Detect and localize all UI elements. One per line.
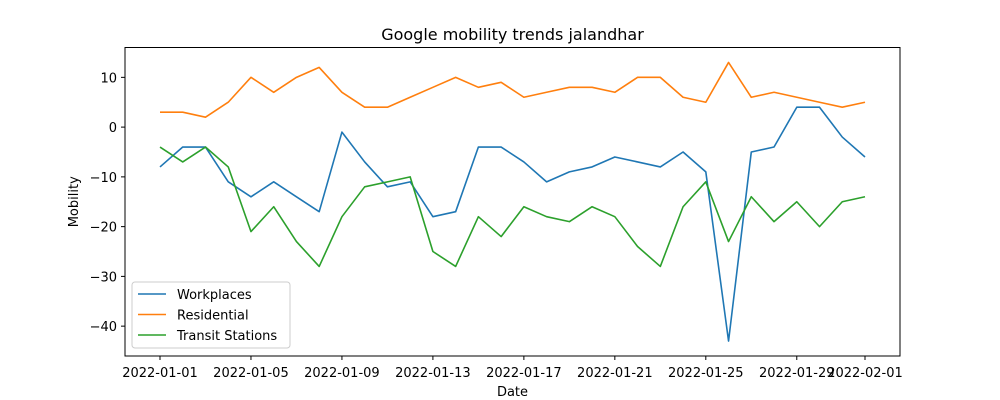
x-tick-label: 2022-01-01 [122, 366, 198, 381]
y-axis-label: Mobility [67, 176, 82, 227]
x-axis: 2022-01-01 2022-01-05 2022-01-09 2022-01-13… [122, 356, 903, 381]
legend-label: Transit Stations [176, 329, 277, 344]
y-axis: 10 0 −10 −20 −30 −40 [90, 71, 125, 335]
y-tick-label: 10 [100, 71, 117, 86]
x-tick-label: 2022-01-09 [304, 366, 380, 381]
y-tick-label: −30 [90, 270, 117, 285]
legend-label: Residential [177, 309, 249, 324]
legend: Workplaces Residential Transit Stations [131, 281, 291, 349]
series-line-transit-stations [159, 146, 866, 268]
x-tick-label: 2022-02-01 [827, 366, 903, 381]
x-tick-label: 2022-01-21 [577, 366, 653, 381]
x-tick-label: 2022-01-29 [759, 366, 835, 381]
x-axis-label: Date [497, 385, 528, 400]
legend-box [131, 281, 291, 349]
y-tick-label: −40 [90, 320, 117, 335]
x-tick-label: 2022-01-05 [213, 366, 289, 381]
series-line-workplaces [159, 106, 866, 342]
x-tick-label: 2022-01-13 [395, 366, 471, 381]
y-tick-label: −20 [90, 221, 117, 236]
series-layer [159, 61, 866, 342]
legend-label: Workplaces [177, 288, 252, 303]
chart-title: Google mobility trends jalandhar [381, 25, 644, 44]
series-line-residential [160, 61, 866, 118]
x-tick-label: 2022-01-25 [668, 366, 744, 381]
plot-frame [124, 47, 901, 357]
y-tick-label: −10 [90, 171, 117, 186]
y-tick-label: 0 [109, 121, 117, 136]
x-tick-label: 2022-01-17 [486, 366, 562, 381]
